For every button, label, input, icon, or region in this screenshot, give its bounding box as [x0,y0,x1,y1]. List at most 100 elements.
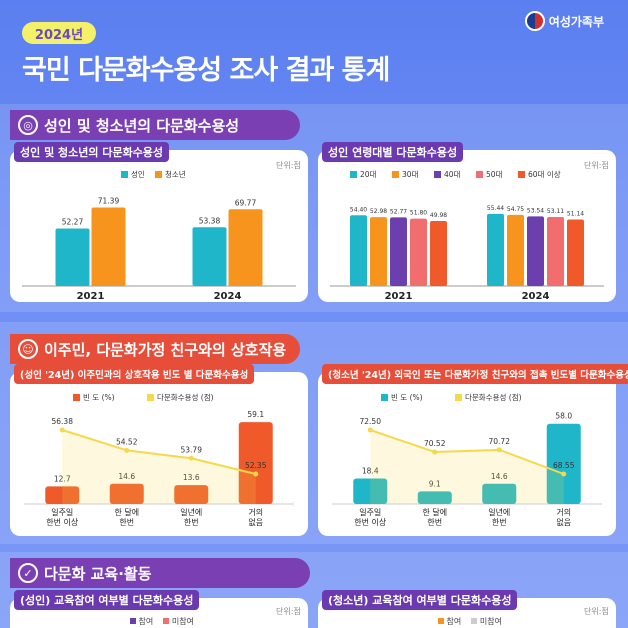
data-label: 13.6 [183,473,200,482]
data-label: 54.40 [350,206,367,213]
bar [192,227,227,286]
data-label: 52.98 [370,208,387,215]
legend-item: 참여 [438,616,461,627]
tick-label: 한 달에 [422,508,447,517]
chart6-unit: 단위:점 [584,607,609,616]
bar [567,219,584,286]
legend-item: 미참여 [471,616,502,627]
chart5-legend: 참여 미참여 [130,616,194,627]
bar [507,214,524,286]
legend-label: 50대 [486,170,503,179]
line-point [496,447,502,453]
section1-title: 성인 및 청소년의 다문화수용성 [44,116,240,135]
tick-label: 2024 [522,291,550,302]
bar [91,207,126,286]
bar [370,217,387,286]
tick-label: 한번 [184,518,199,527]
legend-label: 40대 [444,170,461,179]
legend-label: 30대 [402,170,419,179]
legend-swatch [392,171,399,178]
data-label: 69.77 [235,198,257,207]
data-label: 53.11 [547,208,564,215]
legend-swatch [518,171,525,178]
data-label: 72.50 [360,417,382,426]
chart-age-group: 20대 30대 40대 50대 60대 이상 54.40 52.98 52.77 51.80 49… [330,169,604,302]
bar [238,422,273,504]
data-label: 70.72 [489,437,511,446]
legend-label: 빈 도 (%) [391,393,423,402]
line-point [253,471,259,477]
legend-swatch [381,394,388,401]
data-label: 55.44 [487,205,504,212]
legend-label: 20대 [360,170,377,179]
line-point [59,427,65,433]
data-label: 51.14 [567,211,584,218]
legend-label: 다문화수용성 (점) [157,392,214,402]
chart5-label: (성인) 교육참여 여부별 다문화수용성 [14,590,200,610]
data-label: 52.77 [390,208,407,215]
checklist-icon: ✓ [18,563,38,583]
chart1-label: 성인 및 청소년의 다문화수용성 [14,142,170,162]
bar [547,216,564,286]
data-label: 70.52 [424,439,446,448]
chart6-legend: 참여 미참여 [438,616,502,627]
line-point [124,447,130,453]
bar [109,483,144,504]
data-label: 18.4 [362,467,379,476]
ministry-logo: 여성가족부 [524,10,604,32]
chart1-unit: 단위:점 [276,161,301,170]
data-label: 14.6 [118,472,135,481]
data-label: 58.0 [555,412,572,421]
tick-label: 일년에 [488,507,510,517]
tick-label: 일주일 [359,508,381,517]
data-label: 59.1 [247,410,264,419]
tick-label: 한번 [119,518,134,527]
data-label: 53.54 [527,207,544,214]
line-point [432,449,438,455]
legend-swatch [455,394,462,401]
series-line [369,429,565,475]
section1-header: ◎ 성인 및 청소년의 다문화수용성 [10,110,300,140]
legend-swatch [121,171,128,178]
chart-card-2 [318,150,616,302]
chart6-label: (청소년) 교육참여 여부별 다문화수용성 [322,590,518,610]
data-label: 49.98 [430,212,447,219]
legend-item: 참여 [130,616,153,627]
people-icon: ☺ [18,339,38,359]
section2-header: ☺ 이주민, 다문화가정 친구와의 상호작용 [10,334,300,364]
series-line [61,429,256,475]
bar [487,213,504,286]
legend-swatch [155,171,162,178]
tick-label: 2021 [385,291,413,302]
bar [353,478,388,504]
page-title: 국민 다문화수용성 조사 결과 통계 [22,55,390,86]
tick-label: 일주일 [51,508,73,517]
data-label: 54.52 [116,437,138,446]
section3-title: 다문화 교육·활동 [44,564,152,583]
data-label: 54.75 [507,206,524,213]
globe-icon: ◎ [18,115,38,135]
bar [390,217,407,286]
legend-swatch [73,394,80,401]
chart4-label: (청소년 '24년) 외국인 또는 다문화가정 친구와의 접촉 빈도별 다문화수… [322,364,628,384]
tick-label: 거의 [556,507,571,517]
data-label: 68.55 [553,461,575,470]
bar [546,423,581,504]
tick-label: 없음 [556,518,571,527]
tick-label: 한번 [492,518,507,527]
line-point [188,455,194,461]
tick-label: 거의 [248,507,263,517]
tick-label: 한번 이상 [354,517,387,527]
tick-label: 2021 [77,291,105,302]
line-point [561,471,567,477]
bar [410,218,427,286]
chart-adult-youth: 성인 청소년 52.27 71.39 2021 53.38 69.77 2024 [22,169,296,302]
legend-swatch [147,394,154,401]
line-point [367,427,373,433]
bar [527,216,544,286]
bar [228,209,263,286]
data-label: 71.39 [98,196,120,205]
tick-label: 2024 [214,291,242,302]
chart2-label: 성인 연령대별 다문화수용성 [322,142,464,162]
